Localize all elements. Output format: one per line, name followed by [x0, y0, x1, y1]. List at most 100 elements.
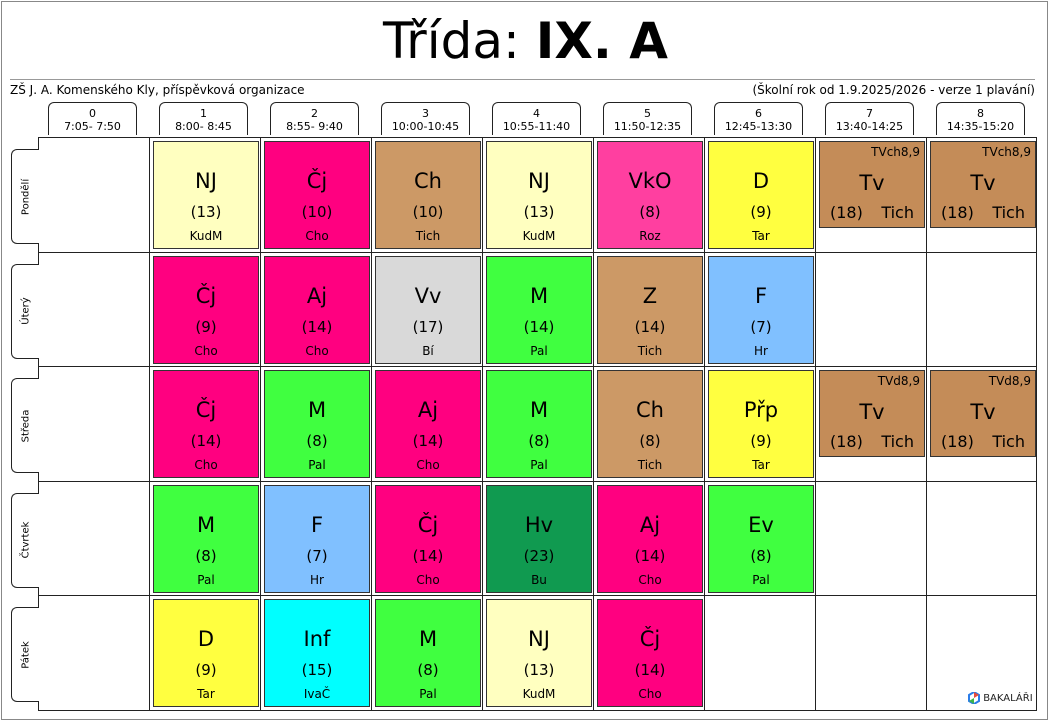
lesson-teacher: Cho: [416, 573, 440, 587]
lesson-cell[interactable]: D (9) Tar: [153, 599, 259, 707]
lesson-cell[interactable]: TVch8,9 Tv (18) Tich: [930, 141, 1036, 228]
lesson-cell[interactable]: TVch8,9 Tv (18) Tich: [819, 141, 925, 228]
lesson-subject: Inf: [303, 627, 331, 651]
logo-text: BAKALÁŘI: [983, 693, 1033, 704]
period-time: 10:00-10:45: [391, 120, 460, 133]
grid-column-divider: [260, 138, 261, 710]
lesson-cell[interactable]: Čj (9) Cho: [153, 256, 259, 364]
lesson-cell[interactable]: M (8) Pal: [264, 370, 370, 478]
lesson-cell[interactable]: Vv (17) Bí: [375, 256, 481, 364]
lesson-room: (8): [750, 547, 772, 565]
lesson-teacher: Pal: [308, 458, 326, 472]
lesson-teacher: IvaČ: [303, 687, 331, 701]
day-label: Pondělí: [20, 178, 31, 215]
lesson-cell[interactable]: Aj (14) Cho: [597, 485, 703, 593]
lesson-cell[interactable]: Hv (23) Bu: [486, 485, 592, 593]
lesson-subject: Čj: [639, 627, 661, 651]
lesson-cell[interactable]: F (7) Hr: [708, 256, 814, 364]
lesson-room: (14): [634, 661, 666, 679]
lesson-teacher: Tich: [992, 203, 1025, 222]
lesson-subject: VkO: [628, 169, 672, 193]
lesson-room: (18): [941, 203, 974, 222]
lesson-room: (23): [523, 547, 555, 565]
lesson-subject: F: [754, 284, 768, 308]
lesson-cell[interactable]: NJ (13) KudM: [486, 141, 592, 249]
period-time: 8:55- 9:40: [286, 120, 343, 133]
lesson-cell[interactable]: Čj (14) Cho: [153, 370, 259, 478]
lesson-room: (18): [830, 203, 863, 222]
lesson-cell[interactable]: Z (14) Tich: [597, 256, 703, 364]
lesson-cell[interactable]: Inf (15) IvaČ: [264, 599, 370, 707]
lesson-cell[interactable]: Čj (10) Cho: [264, 141, 370, 249]
lesson-cell[interactable]: M (14) Pal: [486, 256, 592, 364]
lesson-room: (18): [830, 432, 863, 451]
lesson-cell[interactable]: M (8) Pal: [486, 370, 592, 478]
lesson-teacher: Tich: [881, 432, 914, 451]
grid-row-divider: [39, 366, 1036, 367]
lesson-cell[interactable]: Ev (8) Pal: [708, 485, 814, 593]
lesson-cell[interactable]: Ch (8) Tich: [597, 370, 703, 478]
lesson-subject: NJ: [195, 169, 217, 193]
lesson-cell[interactable]: VkO (8) Roz: [597, 141, 703, 249]
bakalari-logo: BAKALÁŘI: [968, 690, 1033, 706]
title-prefix: Třída:: [382, 12, 536, 70]
lesson-cell[interactable]: Aj (14) Cho: [375, 370, 481, 478]
period-header-0: 0 7:05- 7:50: [48, 102, 137, 135]
schedule-version: (Školní rok od 1.9.2025/2026 - verze 1 p…: [752, 83, 1035, 97]
lesson-teacher: Pal: [530, 344, 548, 358]
lesson-teacher: Tich: [881, 203, 914, 222]
period-time: 11:50-12:35: [613, 120, 682, 133]
lesson-room: (8): [195, 547, 217, 565]
period-time: 7:05- 7:50: [64, 120, 121, 133]
lesson-group: TVd8,9: [877, 374, 920, 388]
period-number: 3: [422, 107, 429, 120]
lesson-cell[interactable]: Čj (14) Cho: [597, 599, 703, 707]
lesson-teacher: KudM: [522, 687, 556, 701]
lesson-cell[interactable]: D (9) Tar: [708, 141, 814, 249]
lesson-room: (17): [412, 318, 444, 336]
lesson-teacher: Cho: [305, 229, 329, 243]
lesson-teacher: Cho: [305, 344, 329, 358]
lesson-cell[interactable]: Aj (14) Cho: [264, 256, 370, 364]
lesson-room: (14): [634, 318, 666, 336]
lesson-cell[interactable]: Čj (14) Cho: [375, 485, 481, 593]
lesson-room: (14): [412, 547, 444, 565]
lesson-room: (7): [306, 547, 328, 565]
lesson-cell[interactable]: NJ (13) KudM: [153, 141, 259, 249]
lesson-cell[interactable]: Přp (9) Tar: [708, 370, 814, 478]
lesson-subject: Aj: [306, 284, 328, 308]
lesson-cell[interactable]: TVd8,9 Tv (18) Tich: [930, 370, 1036, 457]
lesson-subject: Ev: [748, 513, 774, 537]
lesson-subject: Tv: [970, 171, 996, 195]
period-time: 8:00- 8:45: [175, 120, 232, 133]
lesson-subject: Hv: [524, 513, 554, 537]
lesson-cell[interactable]: TVd8,9 Tv (18) Tich: [819, 370, 925, 457]
lesson-teacher: Tich: [992, 432, 1025, 451]
lesson-room: (8): [528, 432, 550, 450]
day-tab-4: Pátek: [11, 607, 39, 703]
lesson-cell[interactable]: NJ (13) KudM: [486, 599, 592, 707]
lesson-room: (7): [750, 318, 772, 336]
lesson-group: TVd8,9: [988, 374, 1031, 388]
lesson-teacher: Bu: [531, 573, 547, 587]
lesson-teacher: Bí: [422, 344, 434, 358]
period-header-4: 4 10:55-11:40: [492, 102, 581, 135]
lesson-room: (8): [639, 203, 661, 221]
period-header-2: 2 8:55- 9:40: [270, 102, 359, 135]
lesson-teacher: Roz: [639, 229, 661, 243]
day-tab-1: Úterý: [11, 263, 39, 359]
lesson-cell[interactable]: M (8) Pal: [375, 599, 481, 707]
lesson-teacher: Tar: [752, 458, 770, 472]
lesson-subject: Čj: [306, 169, 328, 193]
lesson-group: TVch8,9: [982, 145, 1031, 159]
lesson-room: (9): [750, 203, 772, 221]
lesson-room: (9): [195, 318, 217, 336]
period-time: 12:45-13:30: [724, 120, 793, 133]
lesson-teacher: Pal: [752, 573, 770, 587]
period-header-7: 7 13:40-14:25: [825, 102, 914, 135]
lesson-subject: M: [196, 513, 216, 537]
lesson-cell[interactable]: Ch (10) Tich: [375, 141, 481, 249]
lesson-cell[interactable]: M (8) Pal: [153, 485, 259, 593]
lesson-cell[interactable]: F (7) Hr: [264, 485, 370, 593]
